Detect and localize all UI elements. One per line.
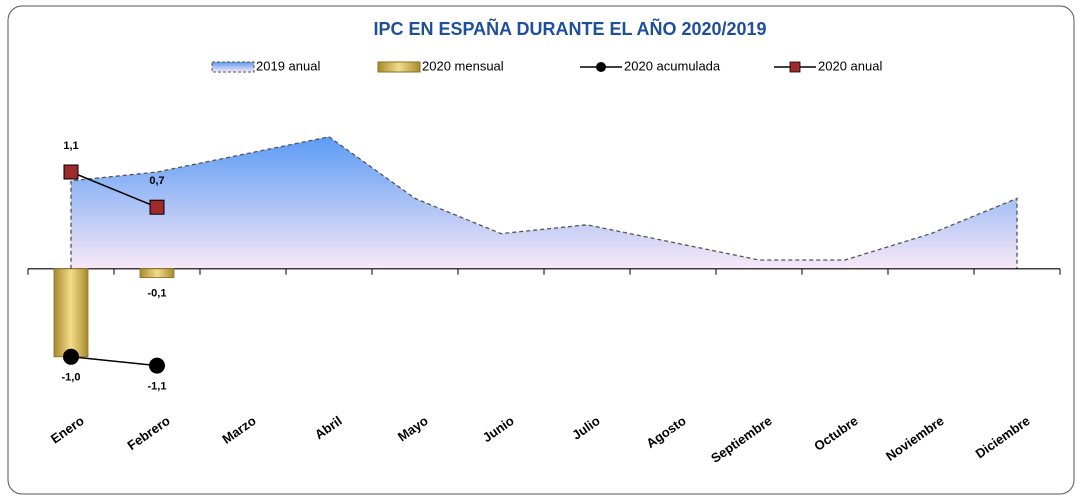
legend-label: 2020 mensual <box>422 58 504 73</box>
data-label: 1,1 <box>63 140 78 152</box>
data-label: -1,1 <box>148 381 167 393</box>
legend: 2019 anual 2020 mensual 2020 acumulada 2020… <box>211 58 882 73</box>
area <box>71 136 1017 269</box>
area-outline <box>70 136 1018 269</box>
legend-marker <box>596 62 606 72</box>
marker <box>63 164 79 180</box>
legend-label: 2020 acumulada <box>624 58 721 73</box>
marker <box>149 357 165 374</box>
line <box>70 171 158 208</box>
legend-label: 2020 anual <box>818 58 882 73</box>
legend-marker <box>789 61 801 73</box>
legend-swatch <box>211 61 255 73</box>
legend-swatch <box>377 61 421 73</box>
line <box>70 356 158 367</box>
bar <box>53 268 89 358</box>
data-label: -0,1 <box>148 288 167 300</box>
data-label: -1,0 <box>62 372 81 384</box>
marker <box>63 348 79 365</box>
data-label: 0,7 <box>149 175 164 187</box>
bar <box>139 268 175 278</box>
legend-label: 2019 anual <box>256 58 320 73</box>
chart-title: IPC EN ESPAÑA DURANTE EL AÑO 2020/2019 <box>373 18 766 39</box>
marker <box>149 199 165 215</box>
